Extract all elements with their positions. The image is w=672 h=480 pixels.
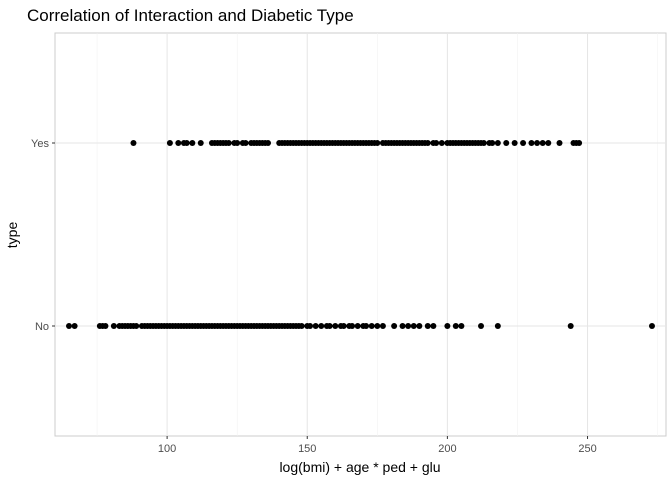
- data-point: [648, 323, 655, 329]
- data-point: [312, 323, 319, 329]
- y-axis-ticks: No Yes: [31, 138, 55, 333]
- data-point: [489, 140, 496, 146]
- data-point: [391, 323, 398, 329]
- data-point: [567, 323, 574, 329]
- gridlines: [55, 33, 666, 436]
- data-point: [379, 323, 386, 329]
- data-point: [416, 323, 423, 329]
- data-point: [307, 323, 314, 329]
- data-point: [234, 140, 241, 146]
- data-point: [354, 323, 361, 329]
- data-point: [71, 323, 78, 329]
- data-point: [534, 140, 541, 146]
- data-point: [511, 140, 518, 146]
- data-point: [363, 323, 370, 329]
- y-tick-label: No: [35, 321, 49, 333]
- data-point: [130, 140, 137, 146]
- data-point: [430, 323, 437, 329]
- data-point: [399, 323, 406, 329]
- data-point: [318, 323, 325, 329]
- data-point: [503, 140, 510, 146]
- data-point: [480, 140, 487, 146]
- data-point: [242, 140, 249, 146]
- data-point: [183, 140, 190, 146]
- data-point: [556, 140, 563, 146]
- data-point: [424, 140, 431, 146]
- x-tick-label: 200: [438, 443, 456, 455]
- data-point: [458, 323, 465, 329]
- data-point: [66, 323, 73, 329]
- x-tick-label: 100: [158, 443, 176, 455]
- x-tick-label: 150: [298, 443, 316, 455]
- data-point: [410, 323, 417, 329]
- data-point: [225, 140, 232, 146]
- data-point: [340, 323, 347, 329]
- data-point: [494, 140, 501, 146]
- data-point: [528, 140, 535, 146]
- data-point: [520, 140, 527, 146]
- data-point: [433, 140, 440, 146]
- data-point: [197, 140, 204, 146]
- data-point: [374, 323, 381, 329]
- data-point: [539, 140, 546, 146]
- data-point: [332, 323, 339, 329]
- data-points: [66, 140, 655, 329]
- data-point: [189, 140, 196, 146]
- data-point: [133, 323, 140, 329]
- data-point: [374, 140, 381, 146]
- data-point: [368, 323, 375, 329]
- data-point: [438, 140, 445, 146]
- data-point: [452, 323, 459, 329]
- data-point: [166, 140, 173, 146]
- data-point: [110, 323, 117, 329]
- data-point: [175, 140, 182, 146]
- data-point: [298, 323, 305, 329]
- data-point: [444, 323, 451, 329]
- plot-panel: [54, 32, 667, 437]
- data-point: [424, 323, 431, 329]
- data-point: [545, 140, 552, 146]
- x-axis-label: log(bmi) + age * ped + glu: [279, 459, 440, 475]
- y-tick-label: Yes: [31, 138, 49, 150]
- data-point: [494, 323, 501, 329]
- data-point: [102, 323, 109, 329]
- data-point: [349, 323, 356, 329]
- chart-title: Correlation of Interaction and Diabetic …: [27, 6, 354, 25]
- x-tick-label: 250: [578, 443, 596, 455]
- data-point: [576, 140, 583, 146]
- y-axis-label: type: [4, 222, 20, 249]
- data-point: [405, 323, 412, 329]
- data-point: [326, 323, 333, 329]
- x-axis-ticks: 100 150 200 250: [158, 436, 597, 455]
- data-point: [478, 323, 485, 329]
- data-point: [265, 140, 272, 146]
